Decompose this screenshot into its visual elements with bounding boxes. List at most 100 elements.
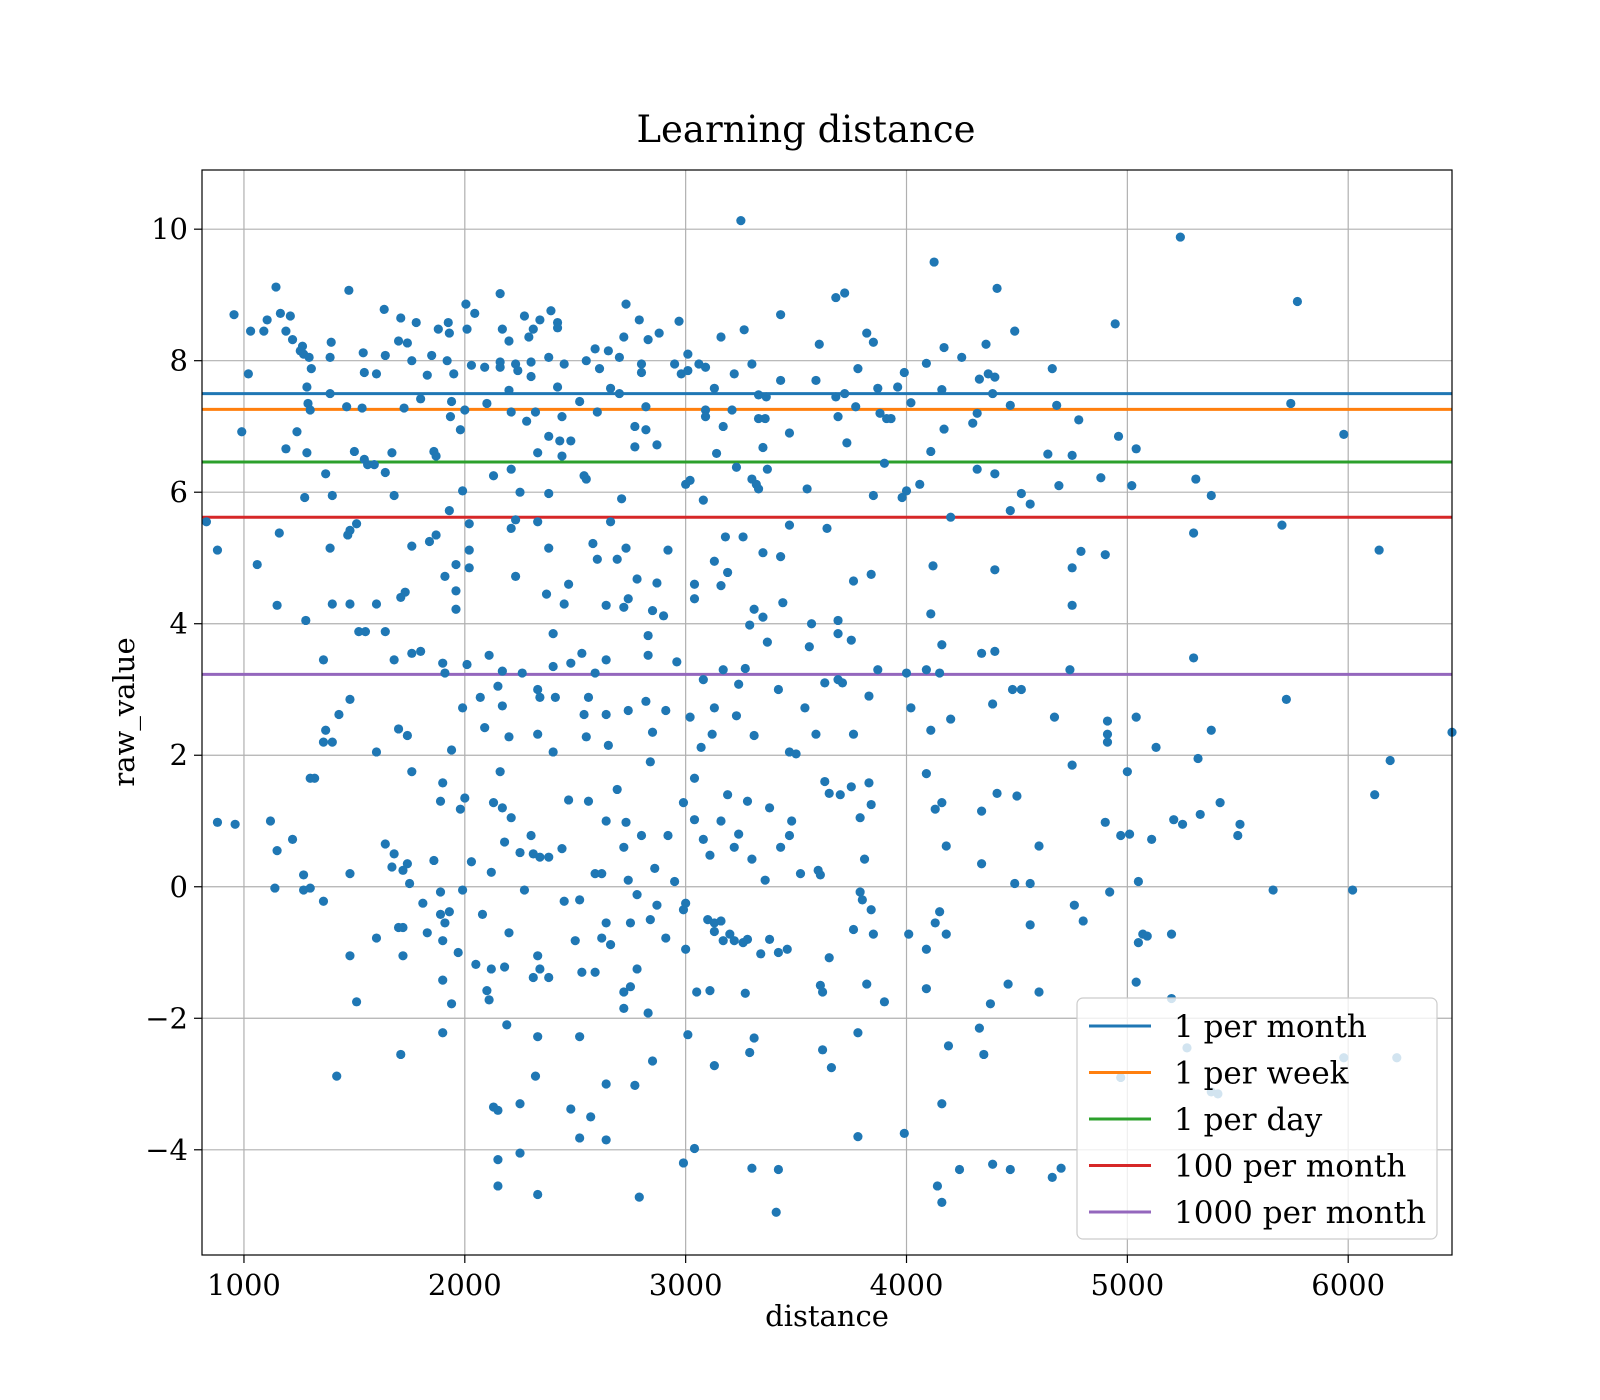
scatter-point: [321, 469, 331, 479]
scatter-point: [634, 315, 644, 325]
scatter-point: [992, 788, 1002, 798]
scatter-point: [623, 875, 633, 885]
scatter-point: [559, 599, 569, 609]
scatter-point: [734, 829, 744, 839]
scatter-point: [696, 742, 706, 752]
scatter-point: [614, 352, 625, 363]
scatter-point: [826, 1062, 837, 1073]
scatter-point: [1016, 684, 1026, 695]
scatter-point: [645, 757, 655, 767]
scatter-point: [506, 407, 516, 417]
scatter-point: [739, 325, 749, 335]
scatter-point: [707, 729, 717, 739]
scatter-point: [636, 367, 647, 378]
scatter-point: [458, 486, 468, 496]
scatter-point: [1065, 665, 1075, 675]
scatter-point: [692, 987, 702, 997]
scatter-point: [407, 541, 417, 551]
scatter-point: [557, 411, 567, 422]
scatter-point: [625, 918, 636, 928]
scatter-point: [360, 627, 371, 637]
scatter-point: [893, 382, 903, 392]
scatter-point: [873, 383, 883, 393]
scatter-point: [941, 841, 951, 851]
scatter-point: [740, 988, 750, 998]
scatter-point: [526, 830, 536, 841]
scatter-point: [435, 909, 446, 919]
scatter-point: [1138, 929, 1148, 939]
scatter-point: [486, 964, 496, 974]
scatter-point: [345, 869, 355, 879]
scatter-point: [652, 440, 662, 450]
scatter-point: [1385, 755, 1395, 766]
scatter-point: [815, 870, 825, 880]
scatter-point: [431, 530, 441, 540]
scatter-point: [670, 359, 680, 369]
scatter-point: [723, 790, 733, 800]
scatter-point: [557, 451, 567, 461]
scatter-point: [581, 474, 591, 484]
scatter-point: [930, 918, 940, 928]
scatter-point: [566, 1104, 576, 1114]
scatter-point: [1277, 520, 1287, 530]
scatter-point: [493, 1181, 503, 1191]
scatter-point: [597, 869, 607, 879]
scatter-point: [301, 615, 311, 626]
scatter-point: [462, 659, 472, 670]
scatter-point: [493, 681, 503, 691]
y-tick-label: 2: [170, 738, 188, 772]
scatter-point: [484, 995, 494, 1005]
scatter-point: [566, 658, 576, 668]
scatter-point: [230, 819, 240, 829]
scatter-point: [904, 929, 914, 939]
scatter-point: [678, 797, 689, 808]
scatter-point: [663, 830, 673, 841]
scatter-point: [393, 336, 404, 346]
scatter-point: [544, 543, 554, 553]
scatter-point: [725, 929, 735, 939]
scatter-point: [641, 425, 651, 435]
scatter-point: [1374, 545, 1384, 555]
scatter-point: [298, 870, 309, 880]
scatter-point: [621, 817, 631, 827]
x-axis-ticks: 1000 2000 3000 4000 5000 6000: [207, 1255, 1385, 1302]
scatter-point: [271, 282, 281, 292]
plot-area-frame: [201, 169, 1453, 1256]
scatter-point: [988, 699, 998, 709]
scatter-point: [650, 863, 660, 873]
scatter-point: [1124, 829, 1135, 839]
scatter-point: [738, 532, 748, 542]
scatter-point: [422, 928, 432, 938]
scatter-point: [753, 390, 764, 400]
scatter-point: [533, 1032, 543, 1042]
legend-label: 1000 per month: [1174, 1195, 1426, 1231]
scatter-point: [1206, 725, 1216, 735]
scatter-point: [711, 448, 722, 459]
scatter-point: [548, 628, 558, 639]
scatter-point: [575, 1133, 585, 1143]
scatter-point: [605, 383, 616, 393]
scatter-point: [407, 648, 417, 658]
scatter-point: [670, 876, 680, 887]
scatter-point: [899, 1128, 909, 1138]
scatter-point: [1122, 767, 1132, 777]
scatter-point: [252, 559, 262, 570]
scatter-point: [802, 484, 812, 494]
scatter-point: [499, 962, 510, 972]
scatter-point: [470, 308, 480, 318]
scatter-point: [471, 959, 481, 969]
scatter-point: [988, 388, 998, 399]
scatter-point: [1268, 885, 1278, 895]
scatter-point: [621, 299, 631, 309]
scatter-point: [371, 933, 382, 943]
scatter-point: [1067, 563, 1077, 573]
scatter-point: [921, 358, 931, 368]
scatter-point: [1127, 481, 1137, 491]
scatter-point: [1102, 737, 1113, 747]
y-tick-label: −2: [145, 1001, 188, 1035]
scatter-point: [427, 350, 437, 361]
scatter-point: [590, 344, 600, 354]
scatter-point: [552, 323, 563, 333]
scatter-point: [1067, 600, 1077, 610]
scatter-point: [387, 448, 397, 458]
